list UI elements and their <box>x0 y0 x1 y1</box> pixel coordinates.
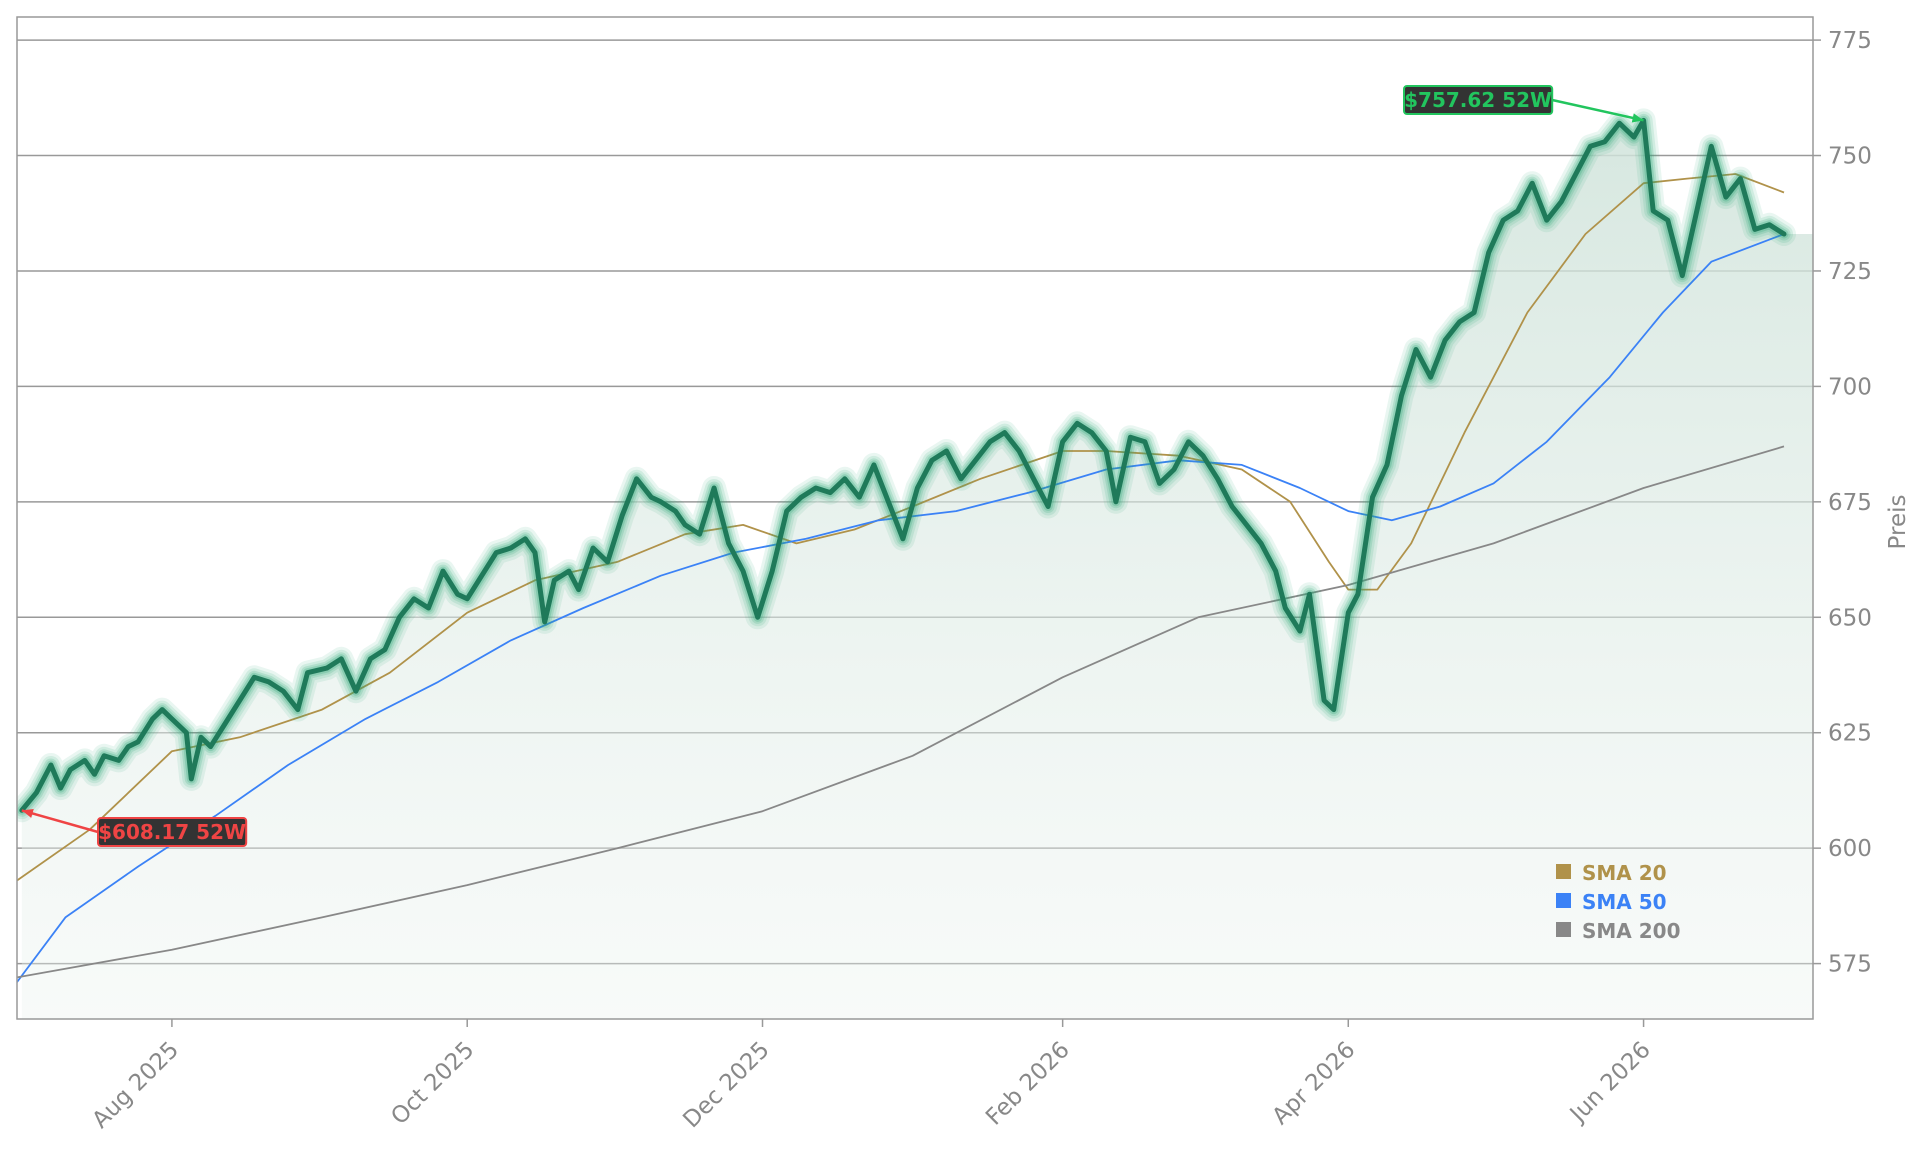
plot-frame <box>16 16 1814 1020</box>
low-annotation-arrowhead <box>21 808 34 818</box>
legend-swatch <box>1556 922 1571 937</box>
y-tick-label: 575 <box>1828 952 1872 978</box>
high-annotation-arrowhead <box>1631 113 1644 123</box>
x-axis: Aug 2025 Oct 2025 Dec 2025 Feb 2026 Apr 2026… <box>87 1019 1656 1134</box>
y-tick-label: 775 <box>1828 28 1872 54</box>
legend-swatch <box>1556 893 1571 908</box>
y-tick-label: 600 <box>1828 836 1872 862</box>
y-tick-label: 650 <box>1828 605 1872 631</box>
x-tick-label: Apr 2026 <box>1267 1037 1360 1130</box>
y-axis: 575 600 625 650 675 700 725 750 775 <box>1813 28 1872 978</box>
legend-label: SMA 50 <box>1582 890 1667 914</box>
y-tick-label: 625 <box>1828 721 1872 747</box>
x-tick-label: Dec 2025 <box>678 1037 774 1133</box>
high-annotation: $757.62 52W <box>1403 85 1644 123</box>
legend: SMA 20 SMA 50 SMA 200 <box>1556 861 1681 943</box>
x-tick-label: Aug 2025 <box>87 1037 184 1134</box>
price-area-fill <box>21 120 1813 1019</box>
y-axis-title: Preis <box>1885 495 1911 550</box>
legend-swatch <box>1556 864 1571 879</box>
high-annotation-badge <box>1403 85 1554 115</box>
price-line <box>19 117 1787 813</box>
low-annotation: $608.17 52W <box>21 808 248 847</box>
price-line-group <box>17 108 1796 823</box>
y-tick-label: 700 <box>1828 374 1872 400</box>
y-tick-label: 750 <box>1828 144 1872 170</box>
low-annotation-label: $608.17 52W <box>98 820 246 844</box>
high-annotation-label: $757.62 52W <box>1404 88 1552 112</box>
y-tick-label: 725 <box>1828 259 1872 285</box>
x-tick-label: Oct 2025 <box>386 1037 479 1130</box>
sma50-line <box>17 233 1785 983</box>
legend-label: SMA 20 <box>1582 861 1667 885</box>
x-tick-label: Feb 2026 <box>981 1037 1075 1131</box>
y-tick-label: 675 <box>1828 490 1872 516</box>
low-annotation-badge <box>97 817 248 847</box>
legend-label: SMA 200 <box>1582 919 1681 943</box>
x-tick-label: Jun 2026 <box>1564 1037 1656 1129</box>
low-annotation-arrow <box>21 809 99 834</box>
high-low-annotations: $757.62 52W $608.17 52W <box>21 85 1644 847</box>
sma200-line <box>17 445 1785 979</box>
high-annotation-arrow <box>1551 98 1644 122</box>
